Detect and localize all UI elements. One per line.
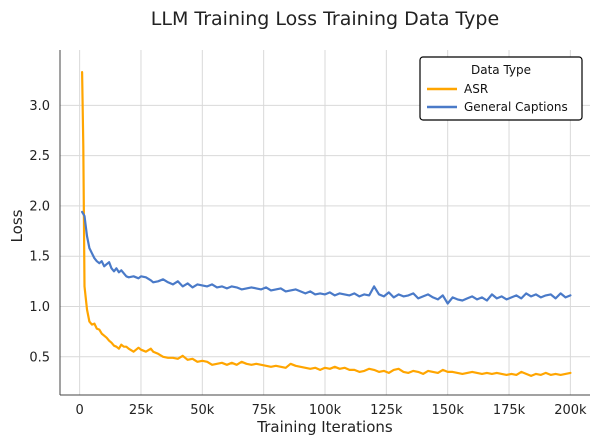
y-tick-label: 1.5 — [29, 250, 50, 265]
legend-label-asr: ASR — [464, 82, 488, 96]
y-tick-label: 2.5 — [29, 149, 50, 164]
x-tick-label: 125k — [370, 403, 403, 418]
x-tick-label: 50k — [190, 403, 215, 418]
y-tick-labels: 0.5 1.0 1.5 2.0 2.5 3.0 — [29, 99, 50, 365]
grid-lines — [60, 50, 590, 395]
x-tick-label: 75k — [252, 403, 277, 418]
x-tick-label: 25k — [129, 403, 154, 418]
series-line-general-captions — [80, 210, 572, 305]
legend-title: Data Type — [471, 63, 531, 77]
y-tick-label: 2.0 — [29, 199, 50, 214]
series-lines — [80, 70, 572, 377]
x-tick-label: 150k — [432, 403, 465, 418]
y-tick-label: 1.0 — [29, 300, 50, 315]
x-axis-label: Training Iterations — [256, 418, 393, 436]
chart-title: LLM Training Loss Training Data Type — [151, 8, 499, 30]
legend: Data Type ASR General Captions — [419, 56, 583, 121]
x-tick-label: 200k — [554, 403, 587, 418]
x-tick-label: 100k — [309, 403, 342, 418]
series-line-asr — [80, 70, 572, 377]
legend-label-general-captions: General Captions — [464, 100, 568, 114]
y-tick-label: 0.5 — [29, 350, 50, 365]
x-tick-label: 0 — [75, 403, 83, 418]
x-tick-label: 175k — [493, 403, 526, 418]
axes — [59, 50, 590, 396]
legend-box — [419, 56, 583, 121]
y-axis-label: Loss — [8, 209, 26, 242]
x-tick-labels: 0 25k 50k 75k 100k 125k 150k 175k 200k — [75, 403, 587, 418]
y-tick-label: 3.0 — [29, 99, 50, 114]
